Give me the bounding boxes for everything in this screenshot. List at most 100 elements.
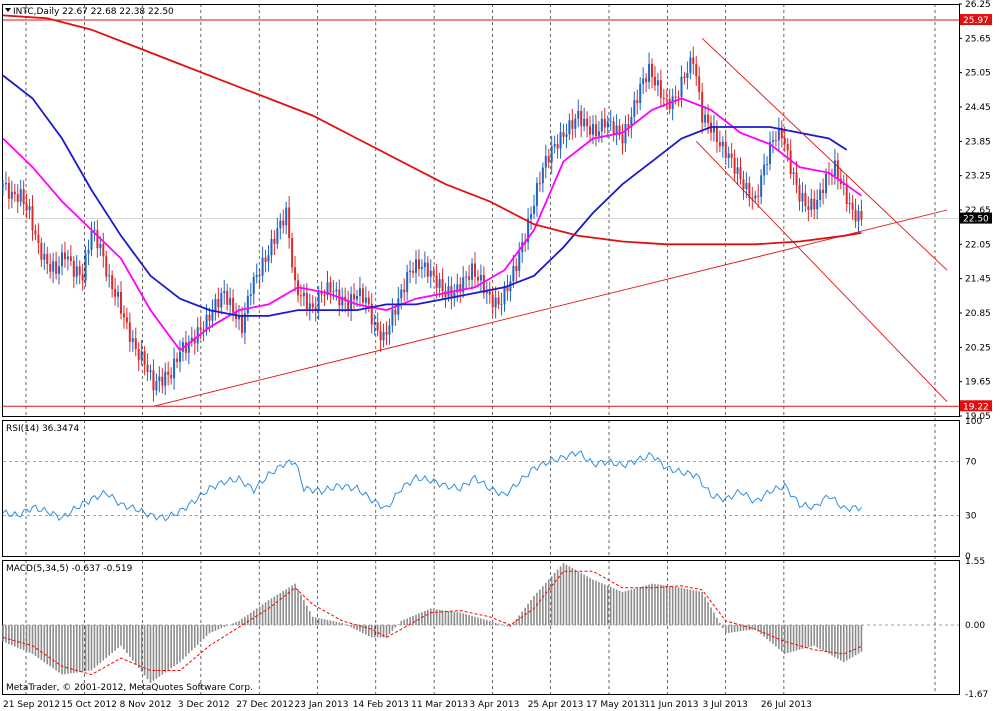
candle-body <box>624 123 627 144</box>
macd-bar <box>167 625 169 671</box>
macd-bar <box>223 625 226 628</box>
macd-bar <box>90 625 93 671</box>
candle-body <box>795 172 798 185</box>
candle-body <box>757 195 760 197</box>
candle-body <box>798 184 801 202</box>
candle-body <box>114 289 117 297</box>
copyright-text: MetaTrader, © 2001-2012, MetaQuotes Soft… <box>6 683 253 693</box>
macd-bar <box>671 586 674 626</box>
candle-body <box>240 314 243 333</box>
macd-bar <box>609 587 612 626</box>
candle-body <box>217 299 220 308</box>
macd-bar <box>589 577 591 626</box>
y-tick-label: 20.85 <box>965 309 991 319</box>
candle-body <box>429 270 432 277</box>
candle-body <box>367 297 370 304</box>
macd-bar <box>214 625 217 631</box>
macd-bar <box>654 584 656 626</box>
candle-body <box>264 257 267 262</box>
candle-body <box>845 183 848 205</box>
dropdown-triangle-icon[interactable] <box>5 8 11 12</box>
candle-body <box>471 263 474 280</box>
candle-body <box>810 198 813 210</box>
x-tick-label: 3 Dec 2012 <box>178 700 230 710</box>
macd-bar <box>64 625 66 675</box>
candle-body <box>656 80 659 86</box>
macd-bar <box>205 625 208 637</box>
macd-bar <box>571 568 574 626</box>
macd-bar <box>804 625 807 649</box>
candle-body <box>857 210 860 222</box>
macd-bar <box>34 625 37 656</box>
macd-bar <box>441 610 444 626</box>
candle-body <box>589 126 592 135</box>
candle-body <box>766 163 769 165</box>
macd-bar <box>710 607 712 626</box>
macd-bar <box>636 587 639 626</box>
macd-bar <box>627 590 630 626</box>
candle-body <box>748 183 751 199</box>
macd-bar <box>745 625 748 631</box>
candle-body <box>618 125 621 135</box>
macd-bar <box>556 569 559 626</box>
trendline <box>695 141 948 403</box>
candle-body <box>415 259 417 273</box>
macd-bar <box>2 625 4 642</box>
macd-bar <box>722 625 724 629</box>
candle-body <box>37 234 40 243</box>
candle-body <box>653 76 656 86</box>
macd-panel[interactable] <box>2 560 960 695</box>
candle-body <box>474 263 476 277</box>
macd-bar <box>751 625 754 630</box>
candle-body <box>370 303 373 325</box>
macd-bar <box>379 625 382 638</box>
candle-body <box>804 192 807 207</box>
macd-bar <box>612 588 615 626</box>
macd-bar <box>385 625 388 638</box>
macd-bar <box>521 611 523 626</box>
x-tick-label: 3 Jul 2013 <box>703 700 748 710</box>
candle-body <box>344 296 347 301</box>
macd-bar <box>282 591 285 626</box>
macd-bar <box>285 589 287 626</box>
macd-bar <box>624 591 627 626</box>
macd-bar <box>465 614 467 626</box>
candle-body <box>373 322 376 325</box>
candle-body <box>509 281 512 292</box>
macd-bar <box>837 625 839 659</box>
candle-body <box>229 298 232 305</box>
price-panel[interactable] <box>2 4 960 417</box>
candle-body <box>152 370 155 391</box>
macd-bar <box>713 612 715 626</box>
macd-signal-line <box>2 570 862 676</box>
macd-bar <box>727 625 730 633</box>
candle-body <box>273 238 276 244</box>
candle-body <box>140 351 143 360</box>
macd-bar <box>724 625 727 634</box>
macd-bar <box>46 625 49 665</box>
candle-body <box>255 274 258 277</box>
macd-bar <box>568 566 571 626</box>
rsi-panel[interactable] <box>2 420 960 557</box>
macd-bar <box>840 625 842 661</box>
time-axis: 21 Sep 2012 15 Oct 2012 8 Nov 2012 3 Dec 20… <box>3 700 812 710</box>
candle-body <box>10 191 13 199</box>
candle-body <box>538 183 541 185</box>
y-tick-label: 22.05 <box>965 240 991 250</box>
candle-body <box>503 286 506 304</box>
candle-body <box>279 220 282 229</box>
rsi-line <box>2 450 862 522</box>
macd-bar <box>241 618 243 626</box>
macd-bar <box>126 625 128 654</box>
candle-body <box>828 173 830 175</box>
macd-bar <box>606 585 609 626</box>
candle-body <box>55 261 58 274</box>
candle-body <box>833 160 836 177</box>
candle-body <box>568 120 571 135</box>
macd-bar <box>701 591 703 626</box>
macd-bar <box>580 572 582 626</box>
macd-bar <box>350 625 352 628</box>
price-label-box <box>960 212 992 224</box>
y-tick-label: 25.05 <box>965 69 991 79</box>
